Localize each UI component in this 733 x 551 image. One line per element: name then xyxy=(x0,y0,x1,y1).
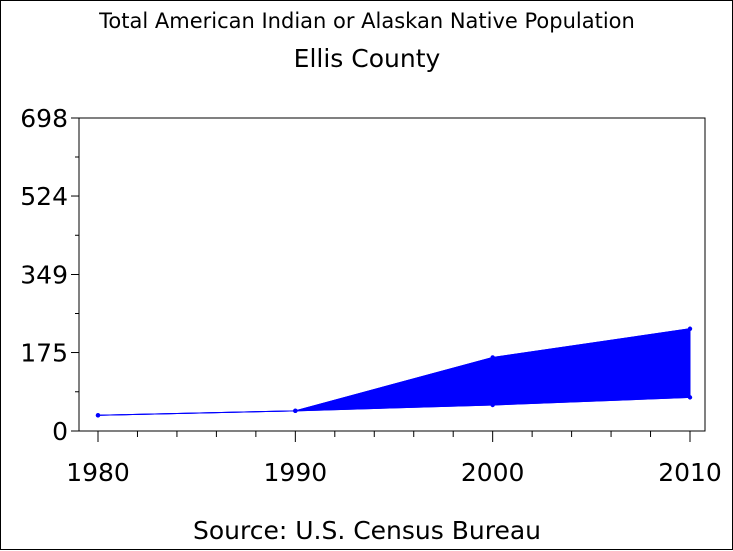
y-tick-label: 0 xyxy=(52,417,68,446)
y-tick-label: 349 xyxy=(20,261,68,290)
chart-title: Total American Indian or Alaskan Native … xyxy=(98,9,635,33)
series-2-line xyxy=(97,396,691,416)
y-tick-label: 524 xyxy=(20,182,68,211)
x-tick-label: 2010 xyxy=(658,458,722,487)
series-1-point xyxy=(687,326,693,331)
x-tick-label: 1990 xyxy=(264,458,328,487)
x-tick-label: 2000 xyxy=(461,458,525,487)
chart-subtitle: Ellis County xyxy=(294,44,441,73)
series-2-point xyxy=(490,402,495,408)
series-2-point xyxy=(95,413,101,418)
y-tick-label: 698 xyxy=(20,104,68,133)
x-tick-label: 1980 xyxy=(66,458,130,487)
series-2-point xyxy=(293,408,298,414)
series-1-point xyxy=(490,355,495,360)
series-2-point xyxy=(687,395,693,400)
y-tick-label: 175 xyxy=(20,339,68,368)
source-note: Source: U.S. Census Bureau xyxy=(193,516,541,545)
